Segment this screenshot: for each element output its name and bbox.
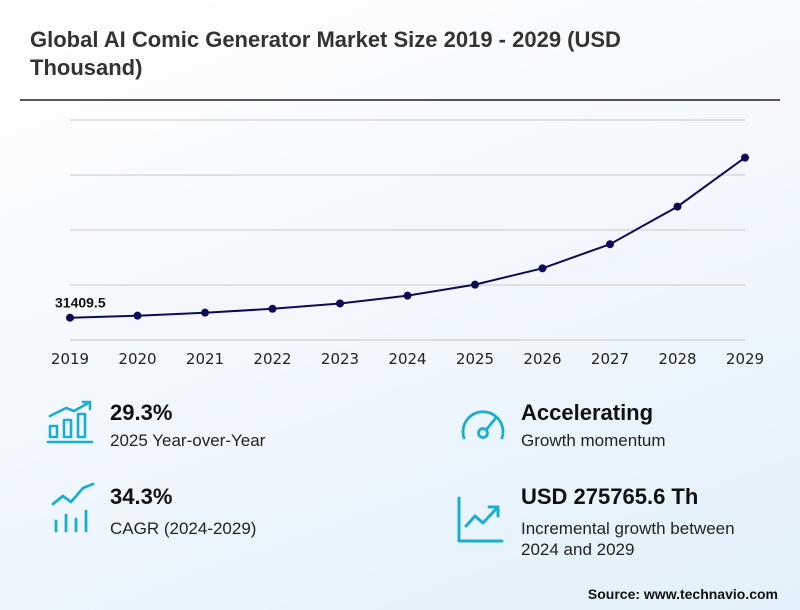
stat-momentum-value: Accelerating [521, 400, 654, 425]
x-tick-label: 2023 [321, 350, 359, 368]
stat-momentum-desc: Growth momentum [521, 431, 666, 450]
line-chart: 31409.5 2019 2020 2021 2022 2023 2024 2025 2026… [51, 119, 764, 368]
gridlines [70, 119, 745, 341]
data-point [336, 299, 344, 308]
x-tick-label: 2019 [51, 350, 89, 368]
data-point [471, 280, 479, 289]
stat-momentum: Accelerating Growth momentum [458, 400, 778, 460]
bars-trend-line-icon [51, 482, 95, 533]
stat-cagr-value: 34.3% [110, 484, 173, 509]
bar-chart-growth-icon [46, 400, 94, 444]
chart-title: Global AI Comic Generator Market Size 20… [30, 27, 621, 80]
title-divider [20, 99, 780, 101]
trend-up-chart-icon [457, 496, 504, 543]
data-point [133, 311, 142, 320]
data-points [66, 153, 749, 322]
stat-incremental-value: USD 275765.6 Th [521, 484, 699, 509]
data-point [403, 291, 412, 300]
stat-cagr: 34.3% CAGR (2024-2029) [50, 482, 390, 542]
x-tick-label: 2028 [658, 350, 696, 368]
data-point [66, 313, 74, 322]
data-point [606, 240, 614, 249]
x-tick-label: 2026 [523, 350, 561, 368]
source-credit: Source: www.technavio.com [587, 586, 778, 602]
data-label: 31409.5 [55, 295, 106, 311]
stat-cagr-desc: CAGR (2024-2029) [110, 519, 257, 538]
x-tick-label: 2021 [186, 350, 224, 368]
data-point [538, 264, 547, 273]
stat-incremental-desc: Incremental growth between 2024 and 2029 [521, 519, 735, 559]
data-point [268, 304, 277, 313]
x-tick-label: 2027 [591, 350, 629, 368]
data-point [741, 153, 749, 162]
data-labels: 31409.5 [55, 295, 106, 311]
x-axis-ticks: 2019 2020 2021 2022 2023 2024 2025 2026 2027 2028… [51, 350, 764, 368]
speedometer-icon [461, 410, 505, 440]
stat-yoy-value: 29.3% [110, 400, 173, 425]
x-tick-label: 2020 [118, 350, 156, 368]
stat-incremental: USD 275765.6 Th Incremental growth betwe… [456, 482, 786, 562]
x-tick-label: 2024 [388, 350, 426, 368]
x-tick-label: 2022 [253, 350, 291, 368]
x-tick-label: 2025 [456, 350, 494, 368]
stat-yoy: 29.3% 2025 Year-over-Year [46, 400, 386, 460]
x-tick-label: 2029 [726, 350, 764, 368]
data-point [673, 202, 682, 211]
data-point [201, 308, 209, 317]
stat-yoy-desc: 2025 Year-over-Year [110, 431, 266, 450]
